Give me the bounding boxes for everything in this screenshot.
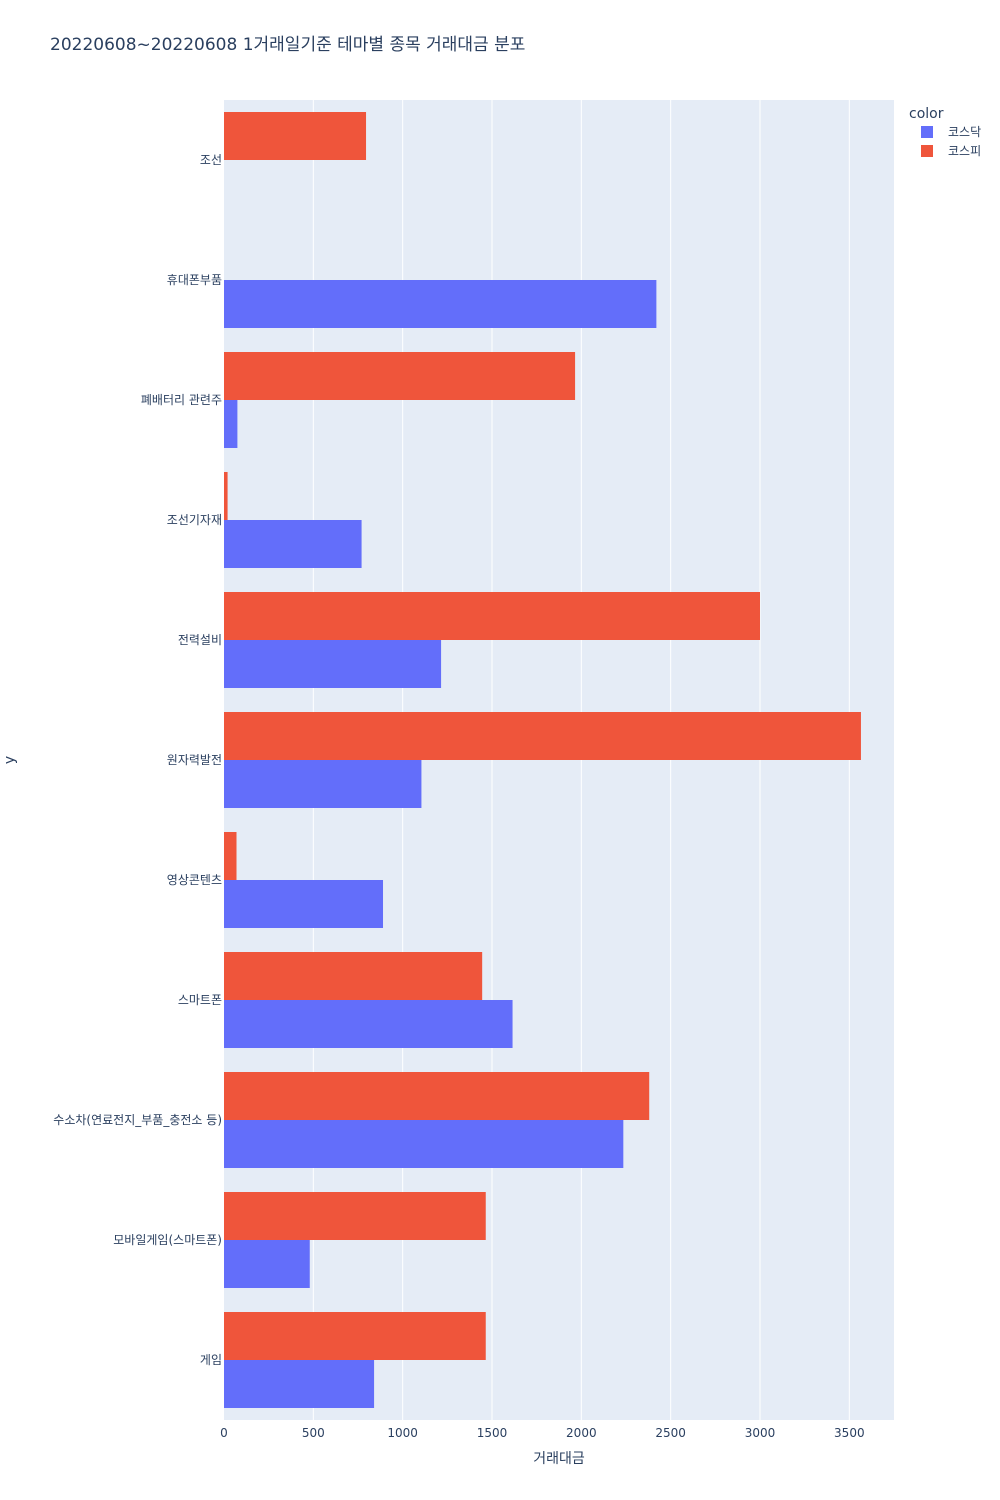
bar-kospi xyxy=(224,1072,650,1120)
x-tick-label: 3000 xyxy=(745,1426,776,1440)
y-tick-label: 수소차(연료전지_부품_충전소 등) xyxy=(53,1113,222,1127)
y-tick-label: 폐배터리 관련주 xyxy=(141,393,222,407)
x-tick-labels: 0 500 1000 1500 2000 2500 3000 3500 xyxy=(220,1426,864,1440)
y-tick-label: 조선기자재 xyxy=(167,513,222,527)
bar-kosdaq xyxy=(224,880,384,928)
bar-kosdaq xyxy=(224,640,442,688)
y-tick-label: 모바일게임(스마트폰) xyxy=(113,1233,222,1247)
bar-kosdaq xyxy=(224,1360,375,1408)
y-tick-label: 스마트폰 xyxy=(178,993,222,1007)
bar-kosdaq xyxy=(224,760,422,808)
x-tick-label: 2000 xyxy=(566,1426,597,1440)
y-tick-label: 조선 xyxy=(200,153,222,167)
bar-kosdaq xyxy=(224,1240,310,1288)
bar-kosdaq xyxy=(224,280,657,328)
bar-kosdaq xyxy=(224,400,238,448)
bar-kospi xyxy=(224,1192,486,1240)
bar-kospi xyxy=(224,352,576,400)
x-tick-label: 500 xyxy=(302,1426,325,1440)
bar-kospi xyxy=(224,1312,486,1360)
x-tick-label: 0 xyxy=(220,1426,228,1440)
bar-kospi xyxy=(224,832,237,880)
x-tick-label: 1500 xyxy=(477,1426,508,1440)
legend-label: 코스피 xyxy=(948,144,981,158)
legend-title: color xyxy=(909,106,944,122)
bar-kospi xyxy=(224,112,367,160)
bar-kospi xyxy=(224,592,760,640)
y-tick-label: 휴대폰부품 xyxy=(167,273,222,287)
x-axis-title: 거래대금 xyxy=(533,1451,585,1467)
bar-kospi xyxy=(224,712,861,760)
bar-kosdaq xyxy=(224,1000,513,1048)
x-tick-label: 1000 xyxy=(387,1426,418,1440)
x-tick-label: 2500 xyxy=(655,1426,686,1440)
legend-swatch xyxy=(921,145,933,157)
bars xyxy=(224,112,861,1408)
y-tick-label: 영상콘텐츠 xyxy=(167,873,222,887)
bar-kospi xyxy=(224,472,228,520)
legend-swatch xyxy=(921,126,933,138)
bar-kosdaq xyxy=(224,520,362,568)
bar-kospi xyxy=(224,952,483,1000)
chart-title: 20220608~20220608 1거래일기준 테마별 종목 거래대금 분포 xyxy=(50,35,525,55)
x-tick-label: 3500 xyxy=(834,1426,865,1440)
y-axis-title: y xyxy=(2,756,18,764)
y-tick-label: 전력설비 xyxy=(178,633,222,647)
y-tick-label: 원자력발전 xyxy=(167,753,222,767)
legend-label: 코스닥 xyxy=(948,125,981,139)
y-tick-label: 게임 xyxy=(200,1353,222,1367)
bar-kosdaq xyxy=(224,1120,624,1168)
